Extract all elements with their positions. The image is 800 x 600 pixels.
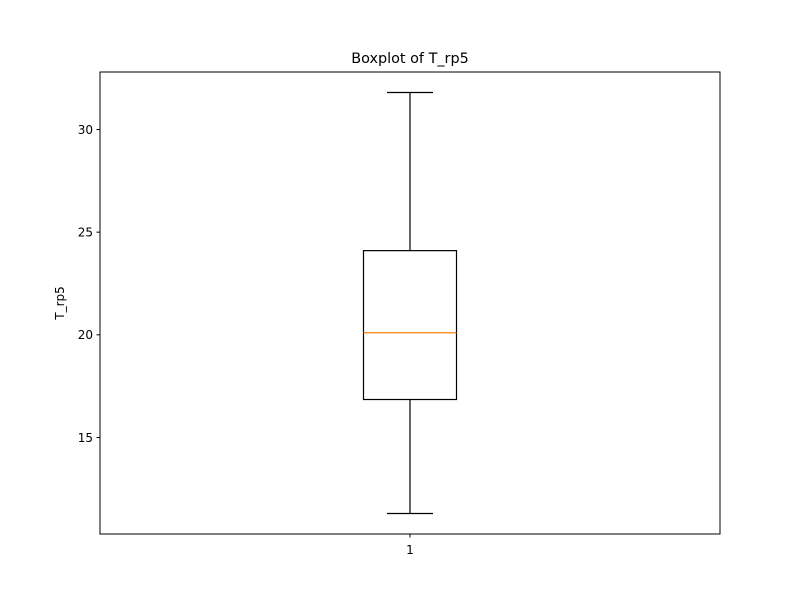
y-tick-label: 20 — [78, 328, 93, 342]
y-tick-label: 15 — [78, 431, 93, 445]
box-iqr — [362, 250, 458, 401]
x-tick-label: 1 — [406, 543, 414, 557]
axes-frame — [99, 71, 721, 535]
y-tick-label: 25 — [78, 225, 93, 239]
chart-title: Boxplot of T_rp5 — [351, 51, 469, 67]
plot-area: 15 20 25 30 1 — [78, 91, 458, 557]
y-tick-label: 30 — [78, 123, 93, 137]
y-axis-label: T_rp5 — [53, 286, 67, 321]
